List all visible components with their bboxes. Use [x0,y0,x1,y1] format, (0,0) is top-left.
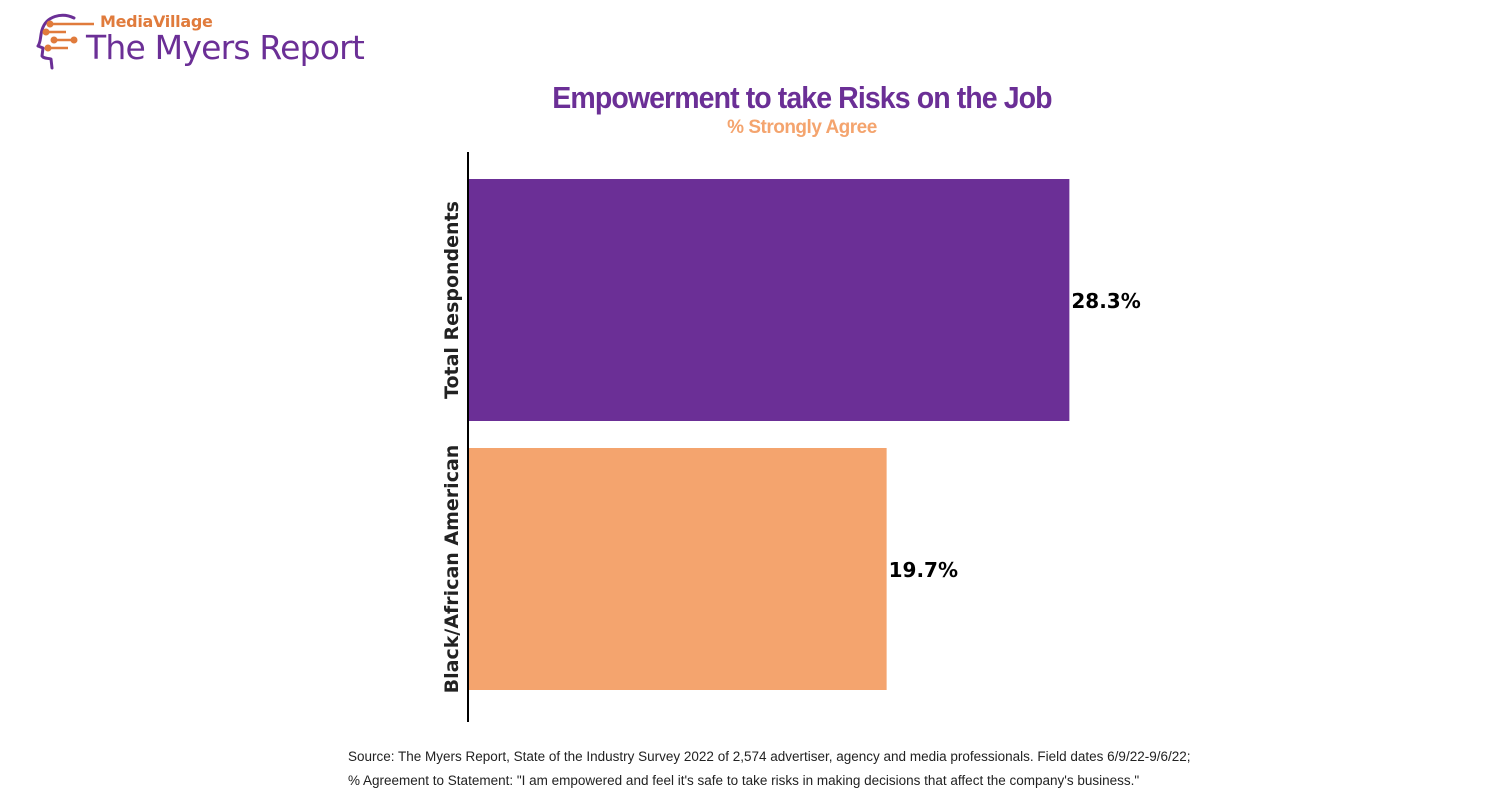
category-label-0: Total Respondents [441,201,463,399]
brand-logo: MediaVillage The Myers Report [34,10,374,72]
chart-subtitle: % Strongly Agree [727,117,877,138]
data-label-1: 19.7% [889,558,958,582]
logo-name-text: The Myers Report [86,28,365,67]
logo-brand-text: MediaVillage [100,12,213,31]
data-label-0: 28.3% [1071,289,1140,313]
source-note: Source: The Myers Report, State of the I… [348,745,1190,793]
category-label-1: Black/African American [441,445,463,694]
bar-1 [468,448,887,690]
head-circuit-icon [36,13,94,70]
chart-title: Empowerment to take Risks on the Job [552,80,1052,115]
source-line-2: % Agreement to Statement: "I am empowere… [348,773,1140,788]
bar-0 [468,179,1070,421]
source-line-1: Source: The Myers Report, State of the I… [348,749,1191,764]
